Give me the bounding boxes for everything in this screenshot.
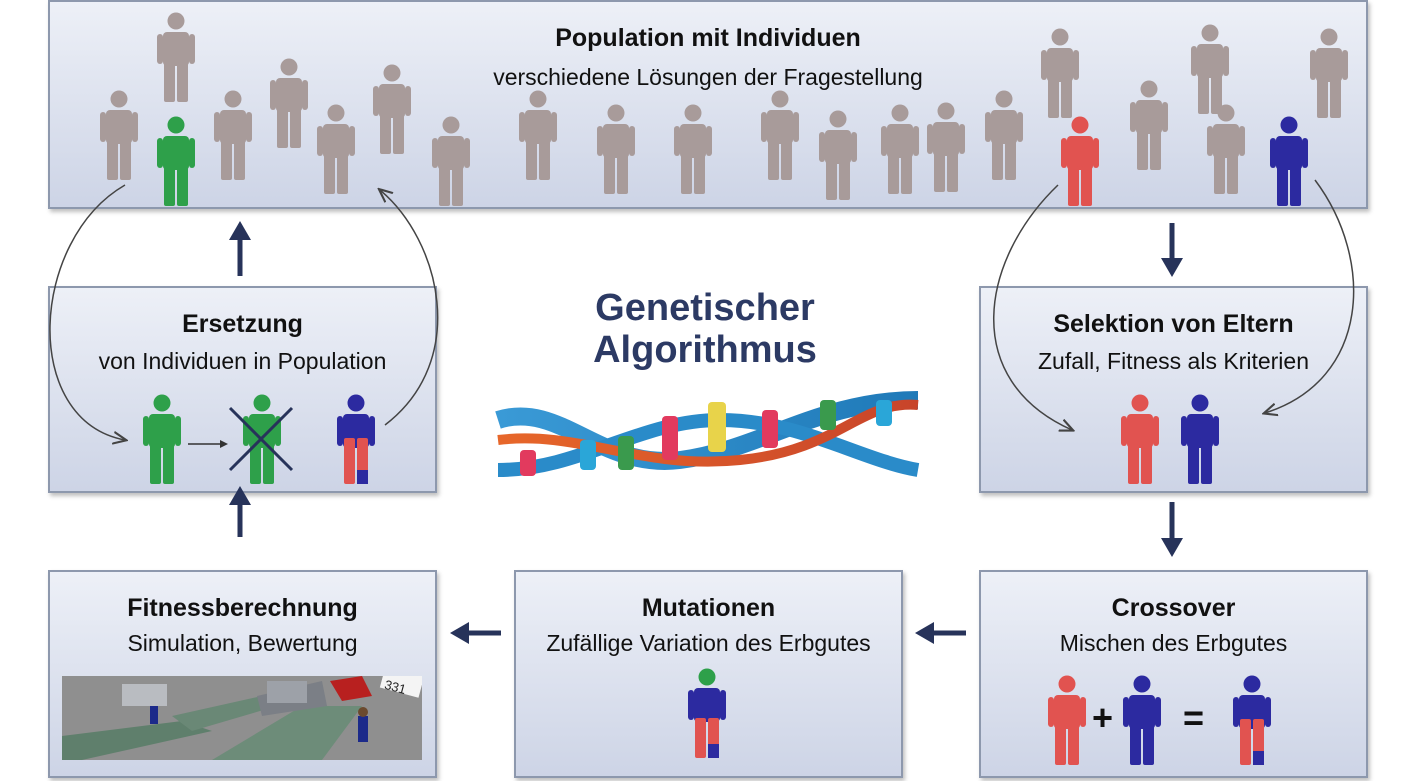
mutationen-box: Mutationen Zufällige Variation des Erbgu… — [514, 570, 903, 778]
selektion-box: Selektion von Eltern Zufall, Fitness als… — [979, 286, 1368, 493]
crossover-box: Crossover Mischen des Erbgutes — [979, 570, 1368, 778]
arrow-up-to-population — [229, 221, 251, 276]
selektion-title: Selektion von Eltern — [1053, 310, 1294, 338]
population-box: Population mit Individuen verschiedene L… — [48, 0, 1368, 209]
population-title: Population mit Individuen — [555, 24, 861, 52]
arrow-up-to-ersetzung — [229, 486, 251, 537]
fitness-title: Fitnessberechnung — [127, 594, 358, 622]
center-title-line2: Algorithmus — [593, 329, 817, 371]
crossover-subtitle: Mischen des Erbgutes — [1059, 630, 1288, 656]
arrow-left-to-mutationen — [915, 622, 966, 644]
ersetzung-box: Ersetzung von Individuen in Population — [48, 286, 437, 493]
fitness-subtitle: Simulation, Bewertung — [127, 630, 358, 656]
selektion-subtitle: Zufall, Fitness als Kriterien — [1038, 348, 1309, 374]
ersetzung-subtitle: von Individuen in Population — [98, 348, 387, 374]
simulation-image: 331 — [62, 676, 422, 760]
center-title-line1: Genetischer — [595, 287, 815, 329]
crossover-title: Crossover — [1111, 594, 1236, 622]
arrow-left-to-fitness — [450, 622, 501, 644]
mutationen-subtitle: Zufällige Variation des Erbgutes — [546, 630, 871, 656]
dna-base-pairs — [520, 400, 892, 476]
arrow-down-to-crossover — [1161, 502, 1183, 557]
simulation-counter-label: 331 — [383, 677, 408, 697]
ersetzung-title: Ersetzung — [182, 310, 303, 338]
mutationen-title: Mutationen — [641, 594, 776, 622]
center-title: Genetischer Algorithmus — [480, 287, 930, 371]
arrow-down-to-selektion — [1161, 223, 1183, 277]
population-subtitle: verschiedene Lösungen der Fragestellung — [493, 64, 923, 90]
